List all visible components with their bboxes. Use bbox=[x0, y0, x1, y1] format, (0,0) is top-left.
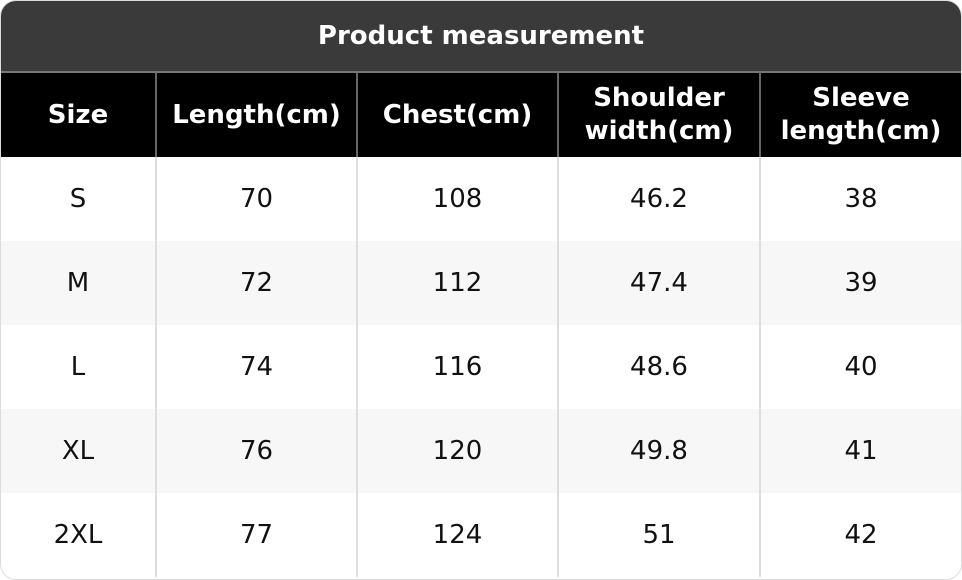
table-cell: L bbox=[70, 352, 86, 382]
table-row: 2XL 77 124 51 42 bbox=[1, 493, 961, 577]
header-cell: Chest(cm) bbox=[356, 73, 558, 157]
table-cell: 46.2 bbox=[557, 157, 760, 241]
table-cell: 74 bbox=[155, 325, 357, 409]
measurement-table: Size Length(cm) Chest(cm) Shoulder width(cm… bbox=[1, 73, 961, 577]
table-cell: 72 bbox=[155, 241, 357, 325]
table-cell: 38 bbox=[759, 157, 961, 241]
table-cell: XL bbox=[1, 409, 156, 493]
table-cell: 42 bbox=[759, 493, 961, 577]
table-cell: 51 bbox=[557, 493, 760, 577]
table-cell: 49.8 bbox=[557, 409, 760, 493]
table-cell: 112 bbox=[356, 241, 558, 325]
header-cell: Size bbox=[1, 73, 156, 157]
header-row: Size Length(cm) Chest(cm) Shoulder width(cm… bbox=[1, 73, 961, 157]
table-row: XL 76 120 49.8 41 bbox=[1, 409, 961, 493]
table-cell: 120 bbox=[356, 409, 558, 493]
header-cell: Shoulder width(cm) bbox=[557, 73, 760, 157]
table-cell: 116 bbox=[356, 325, 558, 409]
table-cell: 41 bbox=[759, 409, 961, 493]
table-title: Product measurement bbox=[1, 1, 961, 73]
table-cell: 2XL bbox=[53, 520, 103, 550]
table-row: S 70 108 46.2 38 bbox=[1, 157, 961, 241]
table-cell: 124 bbox=[356, 493, 558, 577]
table-cell: 48.6 bbox=[557, 325, 760, 409]
table-cell: 47.4 bbox=[557, 241, 760, 325]
table-cell: 77 bbox=[155, 493, 357, 577]
table-cell: 40 bbox=[759, 325, 961, 409]
table-row: M 72 112 47.4 39 bbox=[1, 241, 961, 325]
header-cell: Sleeve length(cm) bbox=[759, 73, 961, 157]
table-cell: 39 bbox=[759, 241, 961, 325]
table-cell: 70 bbox=[155, 157, 357, 241]
table-row: L 74 116 48.6 40 bbox=[1, 325, 961, 409]
table-cell: S bbox=[69, 184, 87, 214]
table-cell: 108 bbox=[356, 157, 558, 241]
table-cell: M bbox=[1, 241, 156, 325]
table-cell: 76 bbox=[155, 409, 357, 493]
header-cell: Length(cm) bbox=[155, 73, 357, 157]
table-body: S 70 108 46.2 38 M 72 112 47.4 39 L 74 116 48.6 40 XL 76… bbox=[1, 157, 961, 577]
